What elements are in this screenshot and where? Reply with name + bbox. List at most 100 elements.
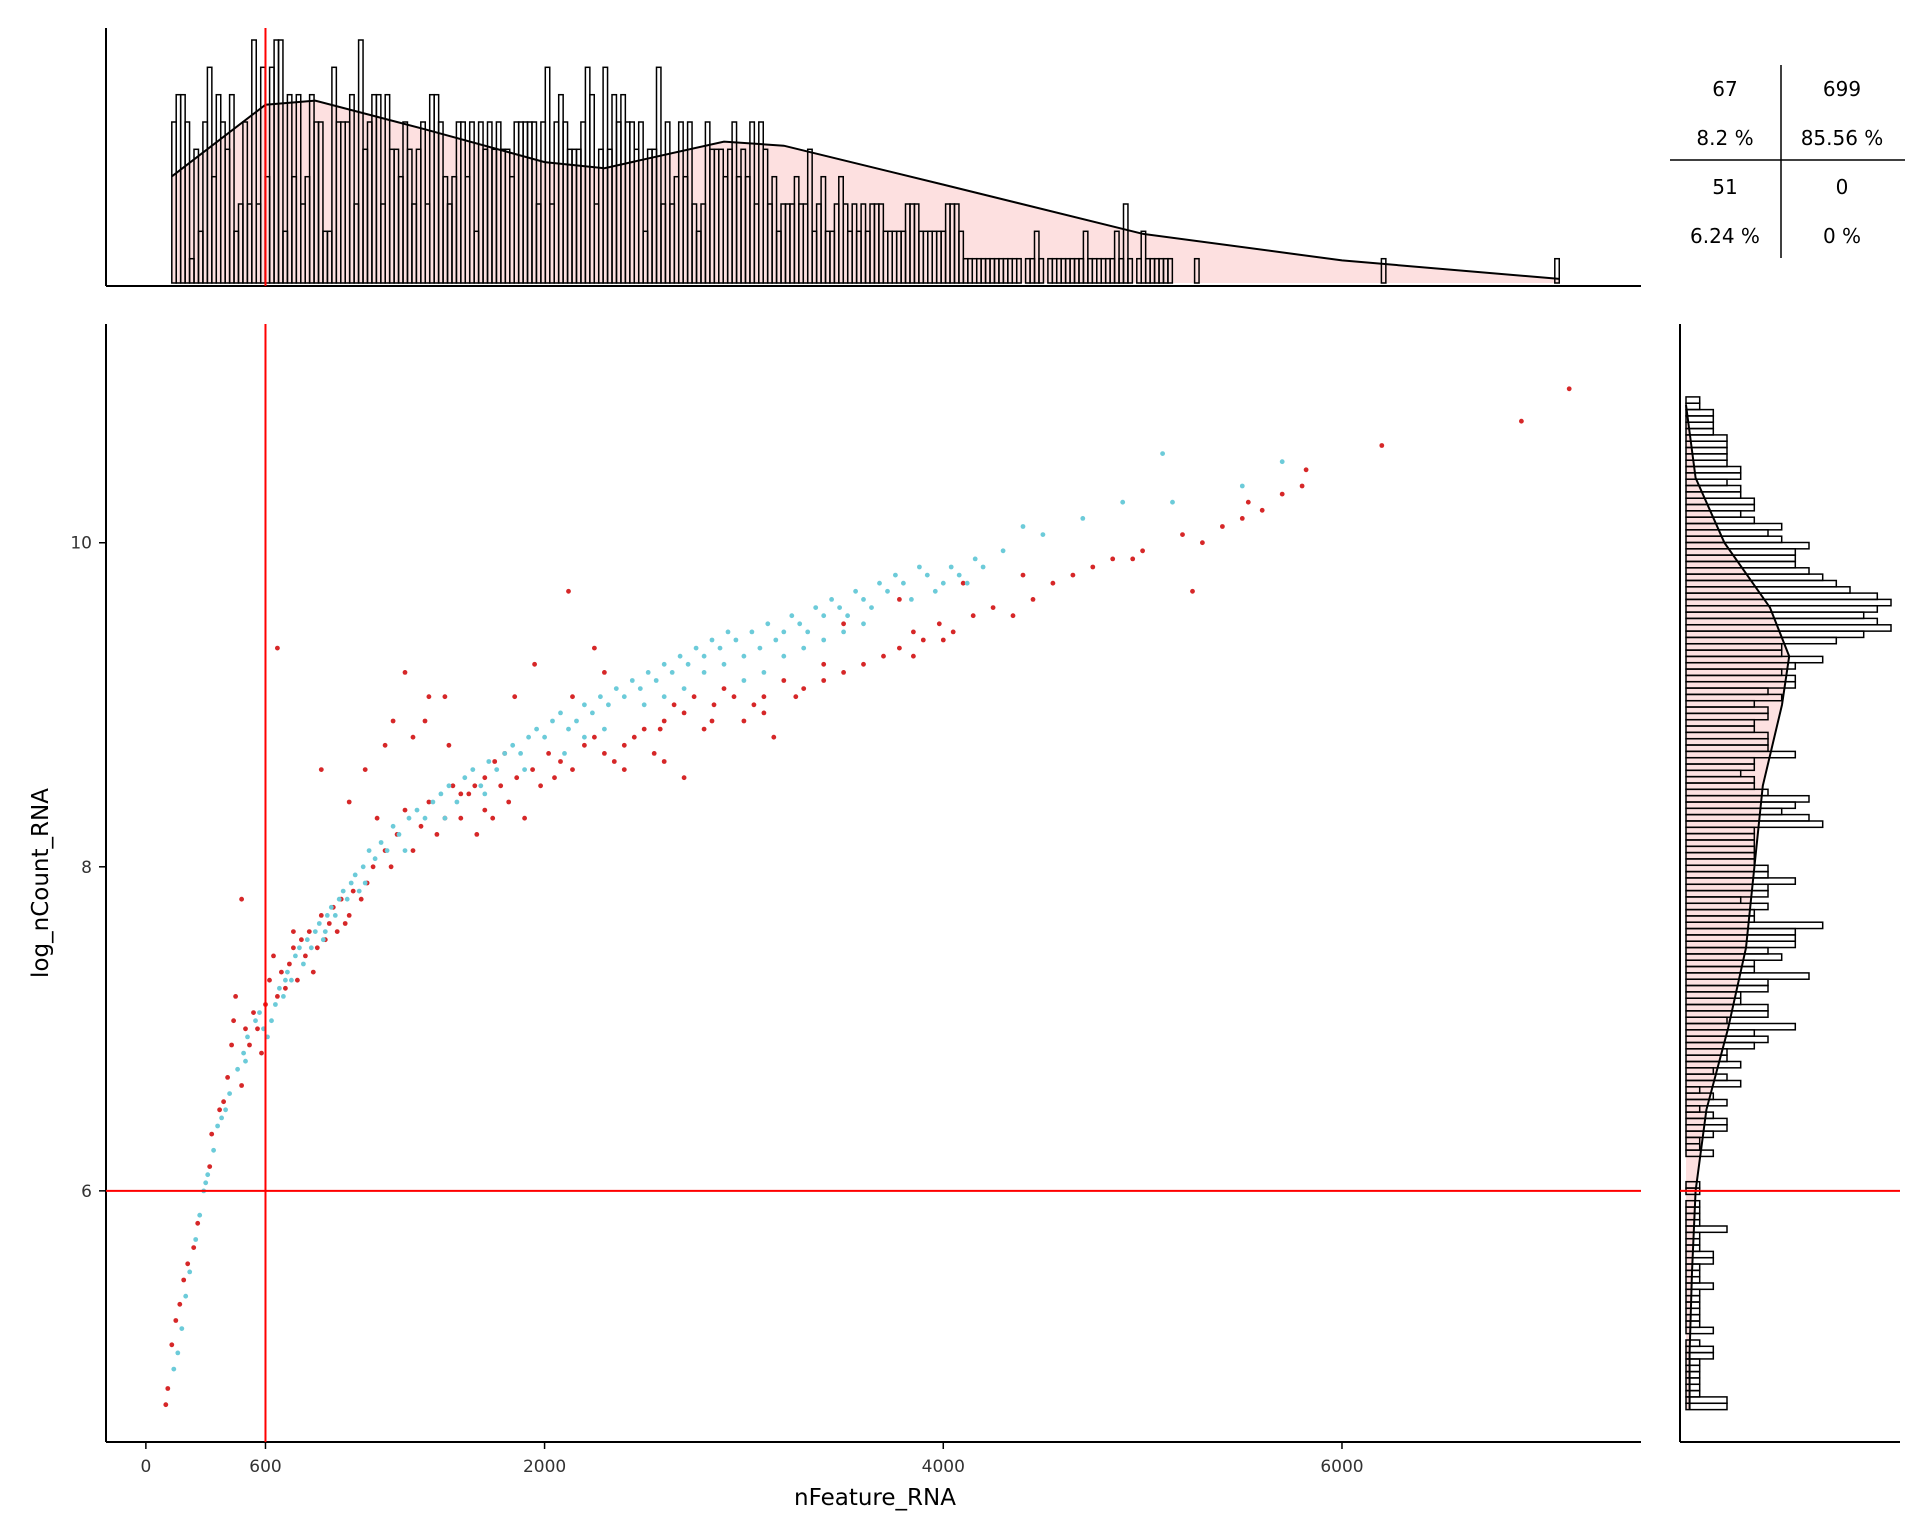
scatter-point [235, 1066, 241, 1072]
scatter-point [681, 686, 687, 691]
right-histogram-bar [1685, 408, 1715, 417]
scatter-point [502, 751, 508, 756]
scatter-point [920, 637, 926, 643]
scatter-point [410, 734, 416, 740]
right-histogram-bar [1685, 415, 1715, 423]
top-histogram-bar [820, 175, 827, 284]
scatter-point [972, 556, 978, 562]
scatter-point [701, 726, 707, 732]
scatter-point [558, 710, 563, 716]
scatter-point [1170, 499, 1175, 505]
scatter-series-red [163, 386, 1572, 1408]
top-histogram-bar [375, 93, 382, 284]
scatter-point [390, 823, 396, 829]
scatter-point [259, 1050, 264, 1056]
scatter-point [275, 994, 280, 999]
scatter-point [346, 913, 352, 918]
scatter-point [765, 621, 771, 627]
scatter-point [542, 734, 547, 740]
scatter-point [169, 1342, 175, 1348]
scatter-point [304, 937, 310, 943]
scatter-point [378, 840, 384, 845]
right-histogram-bar [1685, 421, 1715, 430]
scatter-point [193, 1237, 199, 1242]
scatter-point [781, 678, 787, 683]
scatter-point [885, 588, 890, 594]
right-histogram-bar [1685, 434, 1728, 442]
scatter-point [283, 977, 288, 983]
scatter-point [841, 629, 846, 635]
scatter-point [1519, 418, 1524, 424]
scatter-point [522, 767, 527, 772]
scatter-point [1379, 443, 1385, 448]
top-histogram-bar [531, 121, 538, 284]
top-histogram-bar [1015, 257, 1022, 284]
scatter-point [751, 702, 757, 708]
scatter-point [801, 645, 807, 651]
scatter-point [924, 572, 930, 578]
scatter-point [701, 670, 707, 675]
scatter-point [336, 896, 342, 902]
scatter-point [253, 1018, 258, 1024]
scatter-point [711, 702, 717, 708]
scatter-point [1020, 524, 1026, 529]
scatter-point [299, 937, 304, 943]
scatter-point [163, 1402, 169, 1408]
scatter-point [350, 888, 356, 894]
scatter-point [402, 670, 408, 675]
scatter-point [322, 929, 328, 934]
scatter-point [881, 653, 886, 659]
scatter-point [761, 694, 767, 700]
scatter-point [195, 1220, 201, 1226]
scatter-point [845, 613, 850, 619]
scatter-point [482, 791, 488, 797]
top-histogram-bar [637, 121, 644, 284]
top-histogram-bar [1140, 230, 1147, 284]
scatter-point [1010, 613, 1016, 619]
scatter-point [388, 864, 394, 870]
scatter-point [582, 742, 587, 748]
scatter-point [406, 815, 412, 821]
scatter-point [518, 751, 523, 756]
scatter-point [426, 799, 432, 805]
x-axis-title: nFeature_RNA [794, 1485, 956, 1511]
scatter-point [454, 799, 460, 805]
scatter-point [566, 726, 571, 732]
scatter-point [771, 734, 777, 740]
scatter-point [279, 969, 284, 975]
scatter-point [761, 710, 767, 716]
scatter-point [861, 597, 866, 602]
quadrant-top-right-count: 699 [1823, 77, 1861, 101]
scatter-point [725, 629, 731, 635]
scatter-point [621, 767, 627, 772]
scatter-point [669, 670, 675, 675]
scatter-point [645, 670, 651, 675]
top-histogram-bar [1122, 203, 1129, 284]
scatter-series-cyan [171, 451, 1285, 1372]
scatter-point [661, 661, 667, 667]
scatter-point [458, 791, 464, 797]
scatter-point [1279, 491, 1285, 497]
scatter-point [936, 621, 942, 627]
scatter-point [701, 653, 707, 659]
scatter-point [1110, 556, 1116, 562]
scatter-point [911, 629, 916, 635]
top-histogram-bar [958, 230, 965, 284]
top-histogram-bar [589, 93, 595, 284]
scatter-point [283, 985, 288, 991]
right-histogram-bar [1685, 402, 1701, 411]
scatter-point [893, 572, 898, 578]
scatter-point [267, 977, 272, 983]
right-histogram-bar [1685, 1180, 1701, 1189]
scatter-point [251, 1010, 256, 1015]
scatter-point [1000, 548, 1006, 554]
scatter-point [277, 985, 282, 991]
scatter-point [360, 864, 366, 870]
scatter-point [320, 937, 326, 943]
top-histogram-bar [1554, 257, 1561, 284]
scatter-point [532, 661, 537, 667]
scatter-point [613, 686, 619, 691]
scatter-point [631, 734, 637, 740]
scatter-point [721, 661, 727, 667]
top-histogram-bar [1380, 257, 1387, 284]
